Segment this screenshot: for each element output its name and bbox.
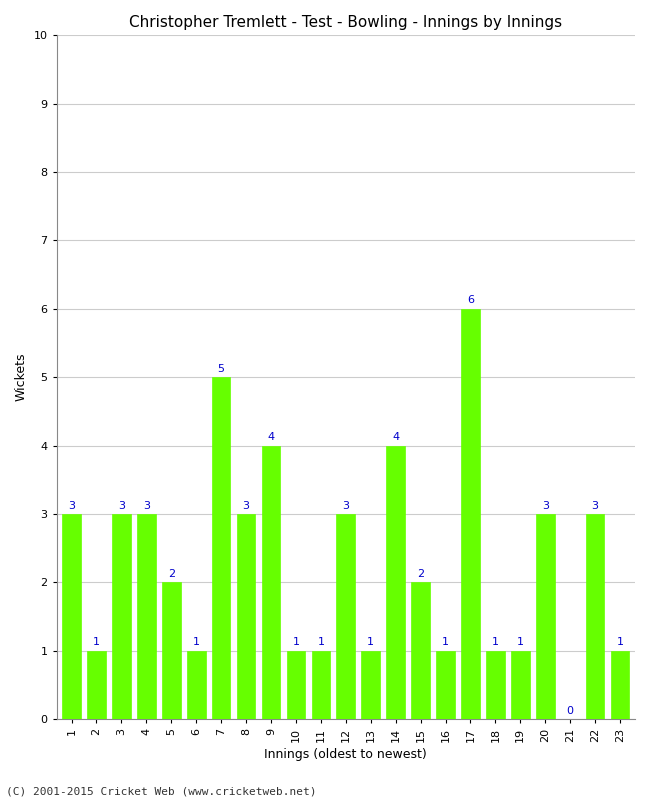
Text: 3: 3 — [242, 501, 250, 510]
Text: 1: 1 — [367, 638, 374, 647]
Bar — [337, 514, 355, 719]
Text: 1: 1 — [292, 638, 300, 647]
Text: 1: 1 — [492, 638, 499, 647]
Bar — [112, 514, 131, 719]
Y-axis label: Wickets: Wickets — [15, 353, 28, 402]
Bar — [461, 309, 480, 719]
Bar — [511, 650, 530, 719]
Bar — [486, 650, 505, 719]
Bar — [436, 650, 455, 719]
Bar — [287, 650, 305, 719]
Bar — [137, 514, 156, 719]
Bar — [237, 514, 255, 719]
Text: 1: 1 — [93, 638, 100, 647]
Bar — [386, 446, 405, 719]
Text: 4: 4 — [392, 432, 399, 442]
Bar — [212, 378, 231, 719]
Title: Christopher Tremlett - Test - Bowling - Innings by Innings: Christopher Tremlett - Test - Bowling - … — [129, 15, 562, 30]
Text: 1: 1 — [442, 638, 449, 647]
Text: 2: 2 — [417, 569, 424, 579]
Bar — [411, 582, 430, 719]
Bar — [361, 650, 380, 719]
Text: 1: 1 — [517, 638, 524, 647]
Text: 3: 3 — [143, 501, 150, 510]
Text: 4: 4 — [267, 432, 274, 442]
Text: 5: 5 — [218, 364, 225, 374]
Text: 1: 1 — [192, 638, 200, 647]
Text: 2: 2 — [168, 569, 175, 579]
Text: 0: 0 — [567, 706, 574, 716]
Bar — [87, 650, 106, 719]
Text: 3: 3 — [343, 501, 349, 510]
Bar — [536, 514, 554, 719]
Bar — [262, 446, 280, 719]
Text: (C) 2001-2015 Cricket Web (www.cricketweb.net): (C) 2001-2015 Cricket Web (www.cricketwe… — [6, 786, 317, 796]
Text: 3: 3 — [68, 501, 75, 510]
Bar — [62, 514, 81, 719]
Text: 3: 3 — [592, 501, 599, 510]
X-axis label: Innings (oldest to newest): Innings (oldest to newest) — [265, 748, 427, 761]
Bar — [586, 514, 604, 719]
Bar — [311, 650, 330, 719]
Bar — [611, 650, 629, 719]
Bar — [187, 650, 205, 719]
Text: 1: 1 — [617, 638, 623, 647]
Text: 3: 3 — [541, 501, 549, 510]
Bar — [162, 582, 181, 719]
Text: 3: 3 — [118, 501, 125, 510]
Text: 6: 6 — [467, 295, 474, 306]
Text: 1: 1 — [317, 638, 324, 647]
